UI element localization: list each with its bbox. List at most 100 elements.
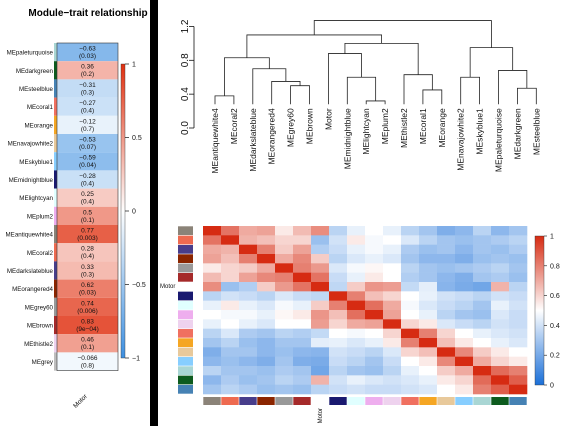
adjacency-cell: [239, 282, 258, 292]
adjacency-cell: [347, 356, 366, 367]
adjacency-cell: [509, 384, 528, 395]
heat-cell: [57, 243, 118, 262]
adjacency-cell: [311, 384, 330, 395]
row-label: MEantiquewhite4: [6, 232, 54, 239]
dendrogram-link: [346, 76, 377, 105]
adjacency-cell: [365, 347, 384, 357]
adjacency-cell: [329, 375, 348, 385]
row-color-swatch: [178, 272, 193, 282]
adjacency-cell: [275, 328, 294, 339]
adjacency-cell: [473, 338, 492, 348]
adjacency-cell: [509, 366, 528, 376]
adjacency-cell: [473, 384, 492, 395]
adjacency-cell: [437, 356, 456, 367]
adjacency-cell: [383, 226, 402, 236]
adjacency-cell: [275, 319, 294, 329]
dendrogram-link: [403, 74, 433, 105]
adjacency-cell: [203, 263, 222, 273]
leaf-label: Motor: [323, 108, 333, 130]
adjacency-cell: [365, 328, 384, 339]
correlation-label: 0.33: [81, 264, 94, 271]
adjacency-cell: [437, 282, 456, 292]
row-color-swatch: [178, 291, 193, 301]
adjacency-cell: [275, 254, 294, 264]
y-axis-tick-label: 0.8: [180, 53, 191, 67]
adjacency-cell: [203, 347, 222, 357]
adjacency-cell: [437, 384, 456, 395]
colorbar-tick-label: −1: [132, 356, 140, 363]
dendrogram-link: [246, 34, 382, 58]
dendrogram-link: [344, 42, 419, 75]
row-color-swatch: [178, 244, 193, 254]
p-value-label: (0.4): [81, 199, 94, 206]
adjacency-cell: [383, 366, 402, 376]
adjacency-cell: [311, 244, 330, 255]
adjacency-cell: [257, 319, 276, 329]
adjacency-cell: [347, 347, 366, 357]
adjacency-cell: [419, 226, 438, 236]
col-color-swatch: [419, 397, 437, 405]
adjacency-cell: [455, 263, 474, 273]
heat-cell: [57, 115, 118, 134]
module-color-swatch: [54, 170, 57, 189]
adjacency-cell: [239, 291, 258, 301]
adjacency-cell: [401, 226, 420, 236]
adjacency-cell: [347, 375, 366, 385]
adjacency-cell: [365, 384, 384, 395]
adjacency-cell: [473, 226, 492, 236]
row-label: MEorangered4: [12, 286, 53, 293]
adjacency-cell: [293, 291, 312, 301]
adjacency-cell: [455, 366, 474, 376]
adjacency-cell: [437, 375, 456, 385]
adjacency-cell: [329, 356, 348, 367]
adjacency-cell: [293, 254, 312, 264]
dendrogram-link: [498, 70, 528, 105]
adjacency-cell: [275, 291, 294, 301]
adjacency-cell: [347, 384, 366, 395]
leaf-label: MEcoral1: [418, 108, 428, 144]
adjacency-cell: [491, 347, 510, 357]
adjacency-cell: [455, 310, 474, 320]
adjacency-cell: [437, 254, 456, 264]
adjacency-cell: [473, 235, 492, 245]
adjacency-cell: [275, 244, 294, 255]
adjacency-cell: [221, 366, 240, 376]
colorbar-tick-label: 0: [132, 209, 136, 216]
adjacency-cell: [491, 319, 510, 329]
module-color-swatch: [54, 206, 57, 225]
adjacency-cell: [365, 254, 384, 264]
adjacency-cell: [221, 319, 240, 329]
adjacency-cell: [293, 310, 312, 320]
adjacency-cell: [455, 291, 474, 301]
module-trait-heatmap: Module−trait relationship MEpaleturquoise…: [6, 8, 148, 410]
adjacency-cell: [365, 375, 384, 385]
adjacency-cell: [455, 244, 474, 255]
leaf-label: MEcoral2: [229, 108, 239, 144]
p-value-label: (9e−04): [76, 326, 99, 333]
adjacency-colorbar-tick-label: 0: [550, 383, 554, 390]
p-value-label: (0.07): [79, 144, 96, 151]
row-color-swatch: [178, 300, 193, 310]
row-color-swatch: [178, 263, 193, 273]
adjacency-cell: [257, 356, 276, 367]
adjacency-cell: [293, 226, 312, 236]
adjacency-cell: [509, 291, 528, 301]
row-color-swatch: [178, 338, 193, 348]
adjacency-cell: [239, 272, 258, 283]
module-trait-panel: Module−trait relationship MEpaleturquoise…: [0, 0, 150, 426]
adjacency-cell: [311, 300, 330, 311]
adjacency-cell: [509, 300, 528, 311]
adjacency-cell: [419, 328, 438, 339]
adjacency-cell: [293, 300, 312, 311]
row-label: MEsteelblue: [19, 86, 54, 93]
adjacency-cell: [329, 300, 348, 311]
adjacency-cell: [239, 226, 258, 236]
row-color-swatch: [178, 254, 193, 264]
p-value-label: (0.2): [81, 71, 94, 78]
adjacency-cell: [275, 347, 294, 357]
adjacency-cell: [419, 356, 438, 367]
adjacency-cell: [203, 319, 222, 329]
adjacency-cell: [509, 272, 528, 283]
col-color-swatch: [203, 397, 221, 405]
adjacency-cell: [311, 356, 330, 367]
